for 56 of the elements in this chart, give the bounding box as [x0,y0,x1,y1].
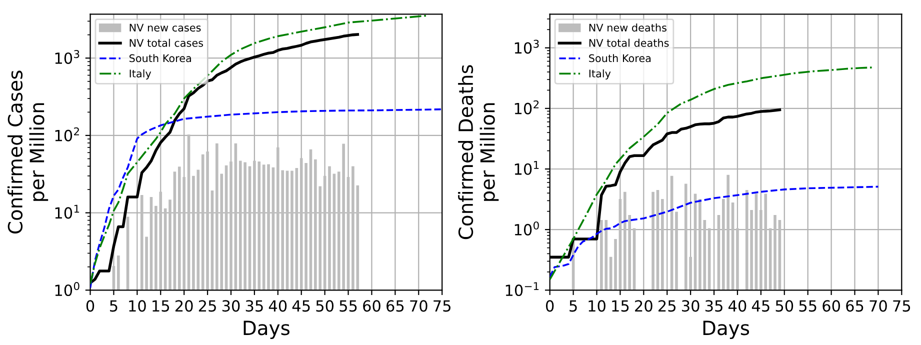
y-tick-label: 10$^{0}$ [55,282,80,296]
y-tick-label: 10$^{1}$ [514,161,539,175]
y-axis-title: Confirmed Cases per Million [8,70,48,234]
y-tick-label: 10$^{2}$ [55,127,79,142]
x-axis-title: Days [244,320,290,340]
legend-label: NV new cases [130,24,201,32]
x-tick-label: 0 [86,300,94,312]
x-axis-title: Days [703,320,750,340]
x-tick-label: 20 [635,300,652,312]
legend-label: South Korea [129,54,191,62]
x-tick-label: 60 [363,300,380,312]
legend-label: South Korea [589,54,651,62]
x-tick-label: 30 [682,300,700,312]
x-tick-label: 55 [799,300,816,312]
y-tick-label: 10$^{1}$ [55,204,80,219]
y-axis-title: Confirmed Deaths per Million [458,65,499,240]
x-tick-label: 15 [152,300,170,312]
x-tick-label: 20 [175,300,193,312]
x-tick-label: 35 [246,300,263,312]
y-tick-label: 10$^{0}$ [514,221,539,236]
x-tick-label: 60 [822,300,840,312]
x-tick-label: 5 [110,300,118,312]
x-tick-label: 45 [752,300,770,312]
line-series [550,66,874,280]
x-tick-label: 5 [570,300,577,312]
x-tick-label: 70 [870,300,887,312]
x-tick-label: 10 [129,300,146,312]
x-tick-label: 35 [705,300,722,312]
y-tick-label: 10$^{3}$ [514,40,539,54]
x-tick-label: 15 [612,300,629,312]
legend-label: NV total cases [130,38,204,47]
x-tick-label: 50 [316,300,334,312]
y-tick-label: 10$^{−1}$ [506,282,539,296]
x-tick-label: 70 [410,300,428,312]
legend-label: Italy [589,69,611,80]
x-tick-label: 25 [198,300,216,312]
line-series [90,14,429,285]
x-tick-label: 30 [222,300,240,312]
x-tick-label: 55 [340,300,357,312]
x-tick-label: 40 [268,300,287,312]
x-tick-label: 50 [776,300,794,312]
x-tick-label: 0 [546,300,554,312]
y-tick-label: 10$^{3}$ [55,50,80,64]
legend-label: Italy [130,69,152,80]
x-tick-label: 65 [386,300,404,312]
x-tick-label: 40 [728,300,746,312]
x-tick-label: 75 [434,300,450,312]
legend-label: NV new deaths [589,24,666,32]
legend-label: NV total deaths [589,38,669,47]
x-tick-label: 65 [846,300,864,312]
x-tick-label: 45 [292,300,310,312]
y-tick-label: 10$^{2}$ [514,100,539,114]
line-series [550,186,880,278]
x-tick-label: 75 [893,300,910,312]
x-tick-label: 25 [658,300,676,312]
x-tick-label: 10 [588,300,606,312]
